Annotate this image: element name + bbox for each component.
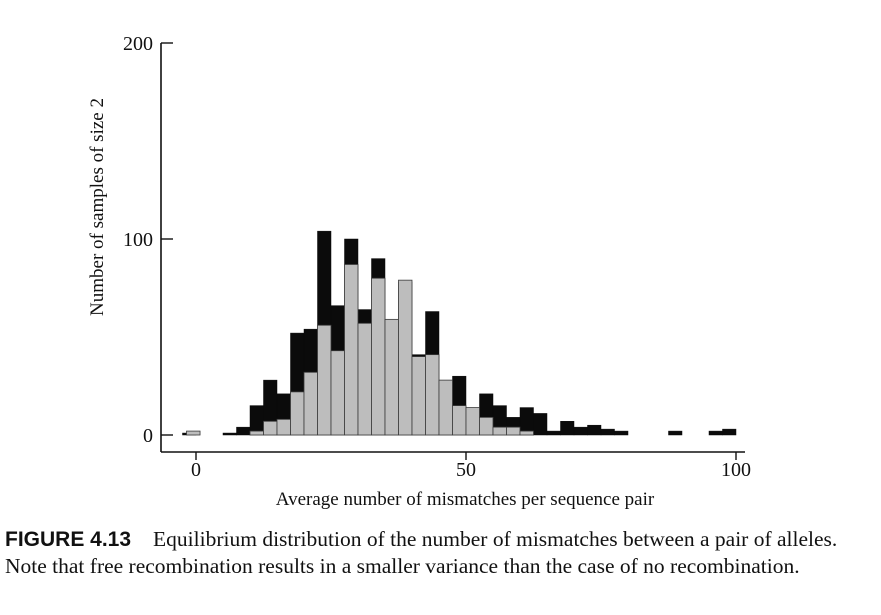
gray-bar-21 <box>519 430 534 436</box>
black-bar-30 <box>614 430 629 436</box>
gray-bar-7 <box>330 350 345 436</box>
x-tick-label-0: 0 <box>191 459 201 481</box>
black-bar-28 <box>587 424 602 436</box>
black-bar-27 <box>573 426 588 436</box>
gray-bar-5 <box>303 371 318 436</box>
gray-bar-12 <box>398 279 413 436</box>
gray-bar-8 <box>344 264 359 436</box>
caption-text: Equilibrium distribution of the number o… <box>5 527 838 578</box>
gray-bar-19 <box>492 426 507 436</box>
black-bar-29 <box>600 428 615 436</box>
gray-bar-16 <box>452 405 467 436</box>
gray-bar-series <box>186 264 534 436</box>
gray-bar-9 <box>357 322 372 436</box>
gray-bar-3 <box>276 418 291 436</box>
gray-bar-10 <box>371 277 386 436</box>
gray-bar-11 <box>384 318 399 436</box>
x-tick-label-50: 50 <box>456 459 476 481</box>
black-bar-33 <box>722 428 737 436</box>
x-tick-label-100: 100 <box>721 459 751 481</box>
gray-bar-13 <box>411 356 426 436</box>
gray-bar-2 <box>263 420 278 436</box>
black-bar-26 <box>560 421 575 436</box>
gray-bar-0 <box>186 430 201 436</box>
gray-bar-18 <box>479 416 494 436</box>
black-bar-1 <box>222 432 237 436</box>
chart-axes <box>160 43 745 453</box>
black-bar-series <box>182 230 737 436</box>
x-axis-title: Average number of mismatches per sequenc… <box>276 489 655 510</box>
y-tick-label-0: 0 <box>143 425 153 447</box>
black-bar-25 <box>546 430 561 436</box>
black-bar-32 <box>708 430 723 436</box>
histogram-chart: 0 100 200 0 50 100 Number of samples of size … <box>87 33 751 510</box>
figure-label: FIGURE 4.13 <box>5 528 132 551</box>
gray-bar-1 <box>249 430 264 436</box>
gray-bar-20 <box>506 426 521 436</box>
gray-bar-14 <box>425 354 440 436</box>
figure-caption: FIGURE 4.13 Equilibrium distribution of t… <box>5 526 877 580</box>
black-bar-2 <box>236 426 251 436</box>
gray-bar-17 <box>465 407 480 436</box>
black-bar-3 <box>249 405 264 436</box>
black-bar-24 <box>533 413 548 436</box>
y-tick-label-200: 200 <box>123 33 153 55</box>
axis-ticks: 0 100 200 0 50 100 <box>123 33 751 481</box>
black-bar-31 <box>668 430 683 436</box>
y-axis-title: Number of samples of size 2 <box>87 98 108 316</box>
gray-bar-15 <box>438 379 453 436</box>
gray-bar-6 <box>317 324 332 436</box>
gray-bar-4 <box>290 391 305 436</box>
y-tick-label-100: 100 <box>123 229 153 251</box>
